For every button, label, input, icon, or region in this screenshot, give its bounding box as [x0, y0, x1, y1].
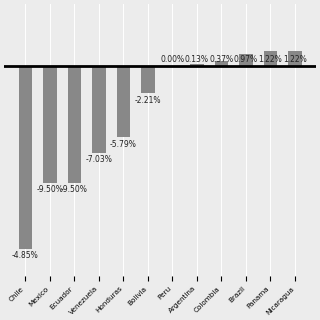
- Text: -9.50%: -9.50%: [36, 186, 63, 195]
- Bar: [141, 66, 155, 93]
- Bar: [92, 66, 106, 153]
- Bar: [239, 54, 253, 66]
- Bar: [190, 64, 204, 66]
- Text: 0.00%: 0.00%: [160, 55, 184, 64]
- Bar: [43, 66, 57, 183]
- Bar: [264, 51, 277, 66]
- Text: 1.22%: 1.22%: [259, 55, 282, 64]
- Text: -9.50%: -9.50%: [61, 186, 88, 195]
- Bar: [215, 61, 228, 66]
- Text: -5.79%: -5.79%: [110, 140, 137, 149]
- Text: 0.13%: 0.13%: [185, 55, 209, 64]
- Bar: [288, 51, 302, 66]
- Bar: [68, 66, 81, 183]
- Bar: [117, 66, 130, 137]
- Bar: [19, 66, 32, 249]
- Text: -7.03%: -7.03%: [85, 155, 112, 164]
- Text: 0.37%: 0.37%: [209, 55, 234, 64]
- Text: -4.85%: -4.85%: [12, 252, 39, 260]
- Text: 0.97%: 0.97%: [234, 55, 258, 64]
- Text: -2.21%: -2.21%: [135, 96, 161, 105]
- Text: 1.22%: 1.22%: [283, 55, 307, 64]
